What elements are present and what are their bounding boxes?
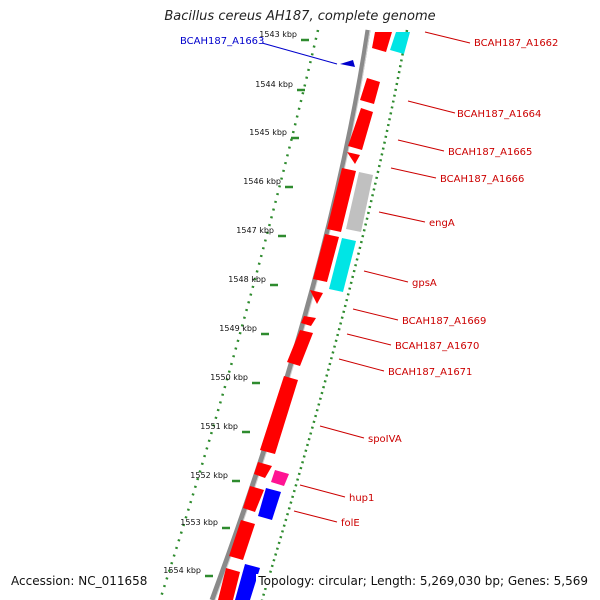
gene-feature[interactable]: [310, 290, 323, 304]
gene-label[interactable]: BCAH187_A1671: [388, 367, 472, 378]
gene-feature[interactable]: [218, 568, 240, 600]
outer-features: [235, 32, 410, 600]
gene-label[interactable]: gpsA: [412, 278, 437, 289]
gene-leader-line: [407, 100, 456, 114]
outer-tick-ring: [260, 29, 409, 600]
kbp-tick-label: 1552 kbp: [190, 471, 228, 480]
kbp-tick-label: 1554 kbp: [163, 566, 201, 575]
gene-feature[interactable]: [229, 520, 255, 560]
gene-feature[interactable]: [348, 108, 373, 150]
gene-leader-line: [293, 510, 338, 523]
grey-feature[interactable]: [346, 172, 373, 232]
kbp-tick-label: 1548 kbp: [228, 275, 266, 284]
gene-feature[interactable]: [313, 234, 339, 282]
gene-leader-line: [378, 211, 426, 223]
gene-leader-line: [424, 31, 471, 44]
gene-leader-line: [261, 42, 338, 65]
gene-leader-line: [346, 333, 392, 346]
kbp-tick-label: 1553 kbp: [180, 518, 218, 527]
kbp-ticks: 1543 kbp 1544 kbp 1545 kbp 1546 kbp 1547 kbp…: [163, 30, 309, 578]
gene-feature[interactable]: [260, 376, 298, 454]
gene-feature[interactable]: [347, 152, 360, 164]
gene-leader-line: [299, 484, 346, 498]
accession-text: Accession: NC_011658: [9, 574, 150, 588]
gene-label[interactable]: BCAH187_A1666: [440, 174, 524, 185]
gene-leader-line: [390, 167, 437, 179]
blue-feature[interactable]: [235, 564, 260, 600]
gene-leader-line: [319, 425, 365, 439]
gene-labels: BCAH187_A1663 BCAH187_A1662 BCAH187_A1664 B…: [180, 31, 558, 529]
cyan-feature[interactable]: [390, 32, 410, 54]
gene-leader-line: [397, 139, 445, 152]
kbp-tick-label: 1544 kbp: [255, 80, 293, 89]
gene-label[interactable]: BCAH187_A1664: [457, 109, 541, 120]
backbone-highlight: [214, 29, 371, 600]
kbp-tick-label: 1550 kbp: [210, 373, 248, 382]
forward-genes: [218, 32, 392, 600]
kbp-tick-label: 1551 kbp: [200, 422, 238, 431]
gene-label[interactable]: spoIVA: [368, 434, 402, 445]
kbp-ring: [158, 29, 320, 600]
kbp-tick-label: 1543 kbp: [259, 30, 297, 39]
gene-label[interactable]: BCAH187_A1662: [474, 38, 558, 49]
gene-feature[interactable]: [372, 32, 392, 52]
gene-label[interactable]: folE: [341, 518, 360, 529]
gene-feature[interactable]: [287, 330, 313, 366]
gene-feature[interactable]: [327, 168, 356, 232]
backbone: [209, 29, 371, 600]
magenta-feature[interactable]: [271, 470, 289, 486]
gene-leader-line: [352, 308, 399, 321]
reverse-gene-marker[interactable]: [340, 60, 355, 67]
gene-leader-line: [338, 358, 385, 372]
blue-feature[interactable]: [258, 488, 281, 520]
topology-summary: Topology: circular; Length: 5,269,030 bp…: [256, 574, 590, 588]
gene-label[interactable]: hup1: [349, 493, 374, 504]
gene-label[interactable]: BCAH187_A1663: [180, 36, 264, 47]
gene-feature[interactable]: [360, 78, 380, 104]
gene-label[interactable]: BCAH187_A1665: [448, 147, 532, 158]
cyan-feature[interactable]: [329, 238, 356, 292]
kbp-tick-label: 1547 kbp: [236, 226, 274, 235]
gene-label[interactable]: BCAH187_A1669: [402, 316, 486, 327]
gene-feature[interactable]: [301, 316, 316, 326]
gene-feature[interactable]: [243, 486, 264, 512]
gene-leader-line: [363, 270, 409, 283]
gene-label[interactable]: BCAH187_A1670: [395, 341, 479, 352]
kbp-tick-label: 1545 kbp: [249, 128, 287, 137]
kbp-tick-label: 1546 kbp: [243, 177, 281, 186]
kbp-tick-label: 1549 kbp: [219, 324, 257, 333]
gene-feature[interactable]: [254, 462, 272, 478]
gene-label[interactable]: engA: [429, 218, 455, 229]
map-title: Bacillus cereus AH187, complete genome: [164, 9, 436, 24]
